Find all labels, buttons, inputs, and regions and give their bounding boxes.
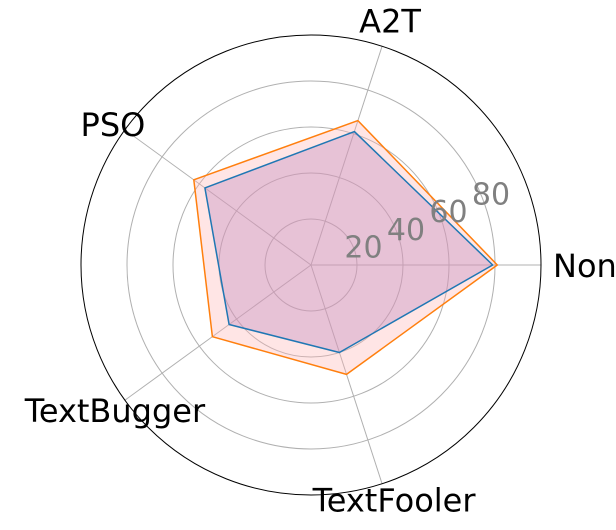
series-1-area: [204, 131, 493, 353]
category-label: TextBugger: [24, 392, 206, 430]
series-2-line: [193, 119, 499, 376]
grid-spoke: [310, 46, 383, 266]
r-tick-label: 20: [344, 230, 382, 265]
category-label: TextFooler: [312, 482, 477, 520]
category-label: None: [553, 247, 616, 285]
grid-spoke: [124, 129, 312, 266]
r-tick-label: 80: [472, 178, 510, 213]
r-tick-label: 40: [387, 213, 425, 248]
series-layer: [193, 119, 499, 376]
series-2-area: [193, 120, 498, 375]
r-tick-label: 60: [429, 195, 467, 230]
outer-frame: [80, 34, 542, 496]
grid-spoke: [124, 264, 312, 401]
series-1-line: [204, 130, 494, 354]
category-label: PSO: [81, 106, 146, 144]
category-label: A2T: [359, 2, 421, 40]
label-layer: None A2T PSO TextBugger TextFooler: [24, 2, 616, 519]
